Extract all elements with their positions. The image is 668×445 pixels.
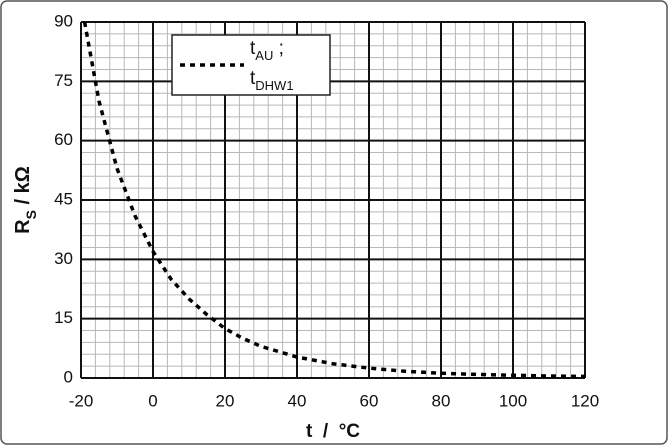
legend-label: tAU ; [250,38,284,63]
y-tick-label: 15 [54,308,73,327]
x-tick-label: -20 [69,391,94,410]
x-tick-label: 80 [432,391,451,410]
legend-label: tDHW1 [250,68,294,93]
legend-label-part: t [250,68,256,89]
x-tick-label: 120 [571,391,599,410]
legend-label-part: ; [273,38,284,59]
y-tick-label: 45 [54,189,73,208]
x-tick-label: 0 [148,391,157,410]
y-axis-label-part: / kΩ [12,166,34,210]
y-tick-label: 75 [54,71,73,90]
y-tick-label: 30 [54,249,73,268]
x-axis-label: t / °C [306,421,360,442]
legend-box [171,34,331,96]
y-tick-label: 90 [54,11,73,30]
legend-label-part: DHW1 [255,78,293,93]
x-tick-label: 40 [288,391,307,410]
x-tick-label: 100 [499,391,527,410]
y-axis-label-part: S [23,210,39,219]
x-tick-label: 20 [216,391,235,410]
y-tick-label: 0 [64,367,73,386]
x-tick-label: 60 [360,391,379,410]
y-tick-label: 60 [54,130,73,149]
legend-label-part: AU [255,48,273,63]
y-axis-label-part: R [12,219,34,234]
legend-label-part: t [250,38,256,59]
y-axis-label: RS / kΩ [12,166,38,234]
